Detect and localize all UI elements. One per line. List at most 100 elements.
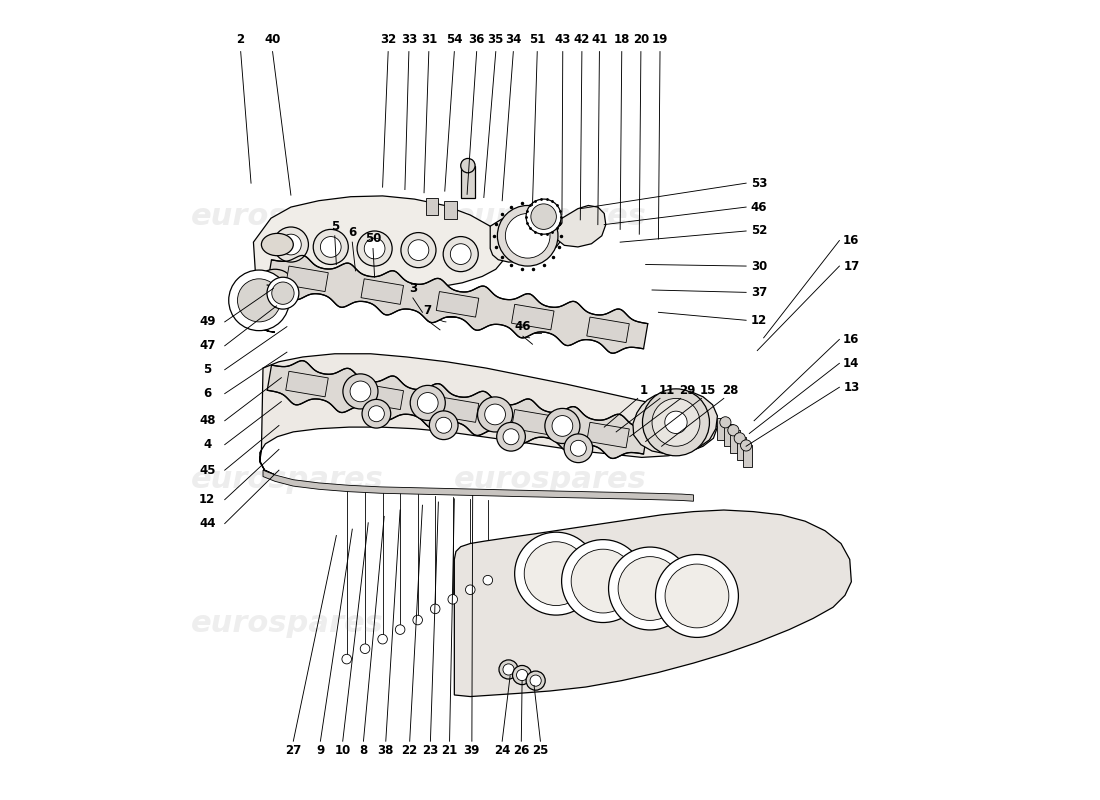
Circle shape <box>429 411 458 439</box>
Text: 17: 17 <box>844 259 859 273</box>
Circle shape <box>531 204 557 230</box>
Circle shape <box>448 594 458 604</box>
Text: 29: 29 <box>679 384 695 397</box>
Text: 21: 21 <box>441 744 458 758</box>
Polygon shape <box>263 470 693 502</box>
Circle shape <box>412 615 422 625</box>
Circle shape <box>430 604 440 614</box>
Polygon shape <box>444 202 456 219</box>
Circle shape <box>563 223 582 242</box>
Circle shape <box>267 278 299 309</box>
Text: eurospares: eurospares <box>454 609 647 638</box>
Circle shape <box>734 433 746 444</box>
Polygon shape <box>586 317 629 342</box>
Text: 2: 2 <box>236 33 244 46</box>
Text: 28: 28 <box>722 384 738 397</box>
Circle shape <box>358 231 393 266</box>
Circle shape <box>238 279 280 322</box>
Text: 54: 54 <box>447 33 463 46</box>
Circle shape <box>526 199 561 234</box>
Circle shape <box>417 393 438 414</box>
Text: 50: 50 <box>365 233 382 246</box>
Text: 38: 38 <box>377 744 394 758</box>
Text: 51: 51 <box>529 33 546 46</box>
Text: 25: 25 <box>532 744 549 758</box>
Circle shape <box>477 397 513 432</box>
Circle shape <box>664 411 688 434</box>
Circle shape <box>562 540 645 622</box>
Polygon shape <box>512 304 554 330</box>
Text: eurospares: eurospares <box>454 202 647 231</box>
Circle shape <box>517 670 528 681</box>
Text: 6: 6 <box>349 226 356 239</box>
Circle shape <box>552 415 573 436</box>
Text: 20: 20 <box>632 33 649 46</box>
Circle shape <box>728 425 739 436</box>
Text: 45: 45 <box>199 464 216 477</box>
Circle shape <box>483 575 493 585</box>
Circle shape <box>436 418 452 434</box>
Text: 5: 5 <box>331 220 339 233</box>
Circle shape <box>515 532 597 615</box>
Circle shape <box>410 386 446 421</box>
Text: 5: 5 <box>204 363 211 376</box>
Circle shape <box>544 409 580 443</box>
Text: 12: 12 <box>199 493 216 506</box>
Text: 7: 7 <box>424 304 431 318</box>
Circle shape <box>503 429 519 445</box>
Text: 23: 23 <box>422 744 439 758</box>
Text: 36: 36 <box>469 33 485 46</box>
Text: 1: 1 <box>640 384 648 397</box>
Ellipse shape <box>258 270 290 291</box>
Polygon shape <box>286 266 328 291</box>
Circle shape <box>465 585 475 594</box>
Text: 24: 24 <box>494 744 510 758</box>
Polygon shape <box>437 291 478 317</box>
Text: 44: 44 <box>199 517 216 530</box>
Circle shape <box>740 440 751 451</box>
Text: 16: 16 <box>844 234 859 247</box>
Text: 6: 6 <box>204 387 211 400</box>
Circle shape <box>526 671 546 690</box>
Circle shape <box>485 404 505 425</box>
Circle shape <box>642 389 710 456</box>
Text: 19: 19 <box>652 33 668 46</box>
Circle shape <box>361 644 370 654</box>
Circle shape <box>314 230 349 265</box>
Polygon shape <box>586 422 629 448</box>
Text: 42: 42 <box>574 33 590 46</box>
Text: 27: 27 <box>285 744 301 758</box>
Circle shape <box>608 547 692 630</box>
Polygon shape <box>245 196 506 332</box>
Polygon shape <box>632 390 717 454</box>
Circle shape <box>525 542 588 606</box>
Text: eurospares: eurospares <box>191 202 384 231</box>
Polygon shape <box>557 206 606 247</box>
Text: 47: 47 <box>199 339 216 352</box>
Circle shape <box>656 554 738 638</box>
Text: 41: 41 <box>591 33 607 46</box>
Text: 8: 8 <box>360 744 367 758</box>
Text: 9: 9 <box>317 744 324 758</box>
Circle shape <box>719 417 732 428</box>
Text: 15: 15 <box>700 384 716 397</box>
Text: 10: 10 <box>334 744 351 758</box>
Circle shape <box>408 240 429 261</box>
Polygon shape <box>742 445 752 467</box>
Circle shape <box>272 282 294 304</box>
Text: 43: 43 <box>554 33 571 46</box>
Text: 30: 30 <box>750 259 767 273</box>
Polygon shape <box>724 424 734 446</box>
Circle shape <box>513 666 531 685</box>
Text: 34: 34 <box>505 33 521 46</box>
Circle shape <box>350 381 371 402</box>
Circle shape <box>280 234 301 255</box>
Ellipse shape <box>262 234 294 256</box>
Text: 12: 12 <box>750 314 767 326</box>
Circle shape <box>400 233 436 268</box>
Circle shape <box>571 440 586 456</box>
Polygon shape <box>267 361 648 458</box>
Polygon shape <box>361 279 404 304</box>
Text: 35: 35 <box>487 33 504 46</box>
Polygon shape <box>461 166 475 198</box>
